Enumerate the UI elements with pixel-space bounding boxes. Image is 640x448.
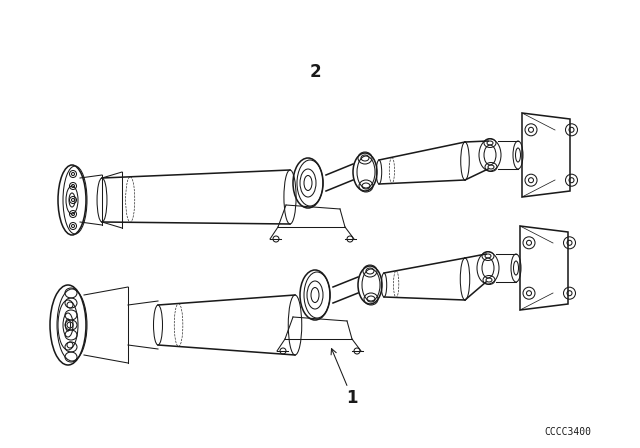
Text: 1: 1 [346, 389, 358, 407]
Text: 2: 2 [309, 63, 321, 81]
Text: CCCC3400: CCCC3400 [545, 427, 591, 437]
